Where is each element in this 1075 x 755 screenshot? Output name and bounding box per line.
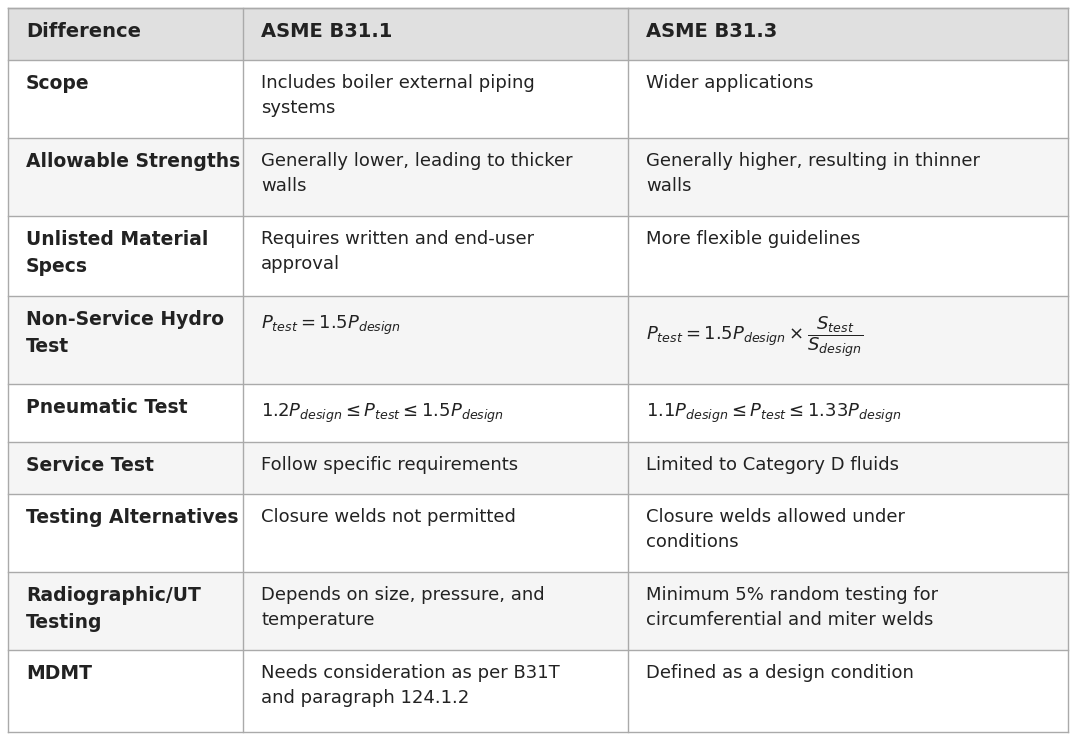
Text: Includes boiler external piping
systems: Includes boiler external piping systems [261,74,534,117]
Bar [8,442,1067,494]
Text: Needs consideration as per B31T
and paragraph 124.1.2: Needs consideration as per B31T and para… [261,664,560,707]
Text: MDMT: MDMT [26,664,92,683]
Text: Allowable Strengths: Allowable Strengths [26,152,240,171]
Bar [8,296,1067,384]
Text: More flexible guidelines: More flexible guidelines [646,230,860,248]
Text: Wider applications: Wider applications [646,74,814,92]
Text: Radiographic/UT
Testing: Radiographic/UT Testing [26,586,201,631]
Text: $P_{test} = 1.5P_{design} \times \dfrac{S_{test}}{S_{design}}$: $P_{test} = 1.5P_{design} \times \dfrac{… [646,314,863,359]
Bar [8,60,1067,138]
Bar [8,494,1067,572]
Bar [8,650,1067,732]
Text: Difference: Difference [26,22,141,41]
Text: Non-Service Hydro
Test: Non-Service Hydro Test [26,310,224,356]
Text: Depends on size, pressure, and
temperature: Depends on size, pressure, and temperatu… [261,586,545,629]
Text: ASME B31.1: ASME B31.1 [261,22,392,41]
Text: $1.2P_{design} \leq P_{test} \leq 1.5P_{design}$: $1.2P_{design} \leq P_{test} \leq 1.5P_{… [261,402,504,425]
Text: ASME B31.3: ASME B31.3 [646,22,777,41]
Text: Unlisted Material
Specs: Unlisted Material Specs [26,230,209,276]
Text: $P_{test} = 1.5P_{design}$: $P_{test} = 1.5P_{design}$ [261,314,401,337]
Bar [8,8,1067,60]
Text: Pneumatic Test: Pneumatic Test [26,398,187,417]
Text: Testing Alternatives: Testing Alternatives [26,508,239,527]
Text: $1.1P_{design} \leq P_{test} \leq 1.33P_{design}$: $1.1P_{design} \leq P_{test} \leq 1.33P_… [646,402,902,425]
Bar [8,138,1067,216]
Bar [8,572,1067,650]
Text: Closure welds not permitted: Closure welds not permitted [261,508,516,526]
Text: Generally higher, resulting in thinner
walls: Generally higher, resulting in thinner w… [646,152,980,195]
Text: Limited to Category D fluids: Limited to Category D fluids [646,456,899,474]
Text: Service Test: Service Test [26,456,154,475]
Text: Generally lower, leading to thicker
walls: Generally lower, leading to thicker wall… [261,152,573,195]
Text: Follow specific requirements: Follow specific requirements [261,456,518,474]
Text: Closure welds allowed under
conditions: Closure welds allowed under conditions [646,508,905,551]
Text: Requires written and end-user
approval: Requires written and end-user approval [261,230,534,273]
Text: Minimum 5% random testing for
circumferential and miter welds: Minimum 5% random testing for circumfere… [646,586,938,629]
Bar [8,384,1067,442]
Text: Scope: Scope [26,74,89,93]
Text: Defined as a design condition: Defined as a design condition [646,664,914,682]
Bar [8,216,1067,296]
